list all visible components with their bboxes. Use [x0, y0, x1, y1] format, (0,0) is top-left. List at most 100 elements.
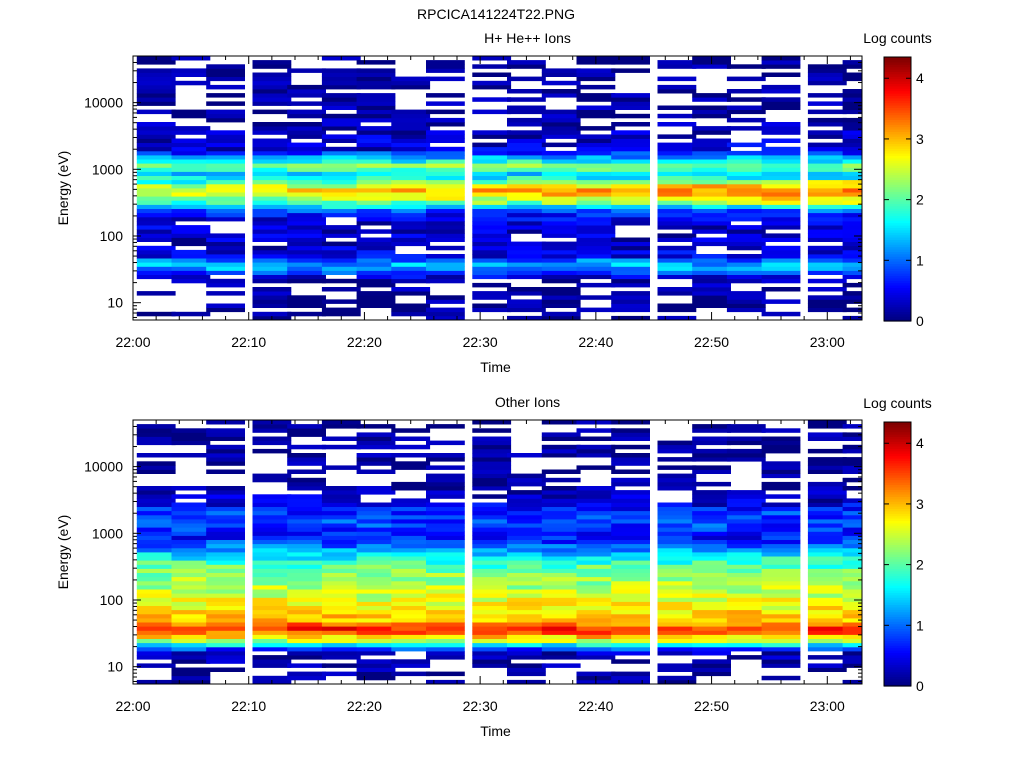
heatmap-cell: [287, 547, 326, 553]
heatmap-cell: [611, 531, 650, 536]
heatmap-cell: [842, 315, 862, 321]
colorbar-swatch: [884, 169, 911, 173]
heatmap-cell: [507, 490, 546, 495]
heatmap-cell: [321, 266, 361, 271]
colorbar-swatch: [884, 573, 911, 577]
heatmap-cell: [136, 179, 176, 185]
heatmap-cell: [321, 572, 361, 578]
heatmap-cell: [541, 593, 581, 598]
heatmap-cell: [136, 221, 176, 226]
heatmap-cell: [391, 589, 431, 594]
heatmap-cell: [576, 113, 616, 119]
heatmap-cell: [356, 105, 396, 110]
heatmap-cell: [426, 183, 465, 189]
heatmap-cell: [842, 618, 862, 623]
colorbar-swatch: [884, 458, 911, 461]
colorbar-swatch: [884, 578, 911, 581]
heatmap-cell: [507, 605, 546, 611]
heatmap-cell: [692, 597, 731, 602]
colorbar-swatch: [884, 318, 911, 322]
heatmap-cell: [321, 126, 361, 131]
heatmap-cell: [807, 481, 847, 487]
heatmap-cell: [426, 258, 465, 263]
heatmap-cell: [321, 593, 361, 598]
heatmap-cell: [321, 597, 361, 602]
heatmap-cell: [761, 138, 801, 143]
heatmap-cell: [807, 188, 847, 193]
heatmap-cell: [611, 444, 650, 450]
heatmap-cell: [842, 486, 862, 491]
heatmap-cell: [136, 254, 176, 259]
heatmap-cell: [807, 216, 847, 222]
heatmap-cell: [657, 465, 697, 470]
heatmap-cell: [761, 597, 801, 602]
heatmap-cell: [541, 258, 581, 263]
heatmap-cell: [171, 568, 211, 573]
heatmap-cell: [287, 498, 326, 503]
heatmap-cell: [761, 580, 801, 586]
heatmap-cell: [807, 457, 847, 462]
heatmap-cell: [472, 630, 512, 635]
heatmap-cell: [321, 254, 361, 259]
heatmap-cell: [692, 225, 731, 230]
heatmap-cell: [171, 527, 211, 532]
heatmap-cell: [657, 585, 697, 590]
heatmap-cell: [426, 60, 465, 65]
heatmap-cell: [426, 453, 465, 458]
colorbar-swatch: [884, 422, 911, 425]
colorbar-swatch: [884, 566, 911, 569]
heatmap-cell: [541, 274, 581, 280]
heatmap-cell: [842, 424, 862, 429]
heatmap-cell: [321, 233, 361, 238]
heatmap-cell: [426, 589, 465, 594]
heatmap-cell: [576, 241, 616, 247]
heatmap-cell: [391, 233, 431, 238]
heatmap-cells: [136, 56, 862, 321]
heatmap-cell: [611, 659, 650, 664]
heatmap-cell: [761, 613, 801, 619]
heatmap-cell: [541, 221, 581, 226]
heatmap-cell: [391, 130, 431, 135]
heatmap-cell: [807, 618, 847, 623]
heatmap-cell: [576, 613, 616, 619]
heatmap-cell: [807, 183, 847, 189]
heatmap-cell: [206, 84, 245, 90]
heatmap-cell: [356, 580, 396, 586]
heatmap-cell: [391, 585, 431, 590]
heatmap-cell: [611, 192, 650, 197]
heatmap-cell: [576, 295, 616, 300]
heatmap-cell: [507, 159, 546, 164]
colorbar-swatch: [884, 287, 911, 291]
heatmap-cell: [252, 543, 292, 549]
heatmap-cell: [287, 572, 326, 578]
colorbar-swatch: [884, 443, 911, 447]
heatmap-cell: [726, 229, 766, 234]
heatmap-cell: [507, 249, 546, 255]
heatmap-cell: [541, 580, 581, 586]
heatmap-cell: [287, 225, 326, 230]
heatmap-cell: [842, 134, 862, 139]
heatmap-cell: [252, 183, 292, 189]
heatmap-cell: [252, 552, 292, 557]
heatmap-cell: [252, 601, 292, 606]
heatmap-cell: [391, 117, 431, 123]
heatmap-cell: [576, 568, 616, 573]
heatmap-cell: [657, 651, 697, 656]
heatmap-cell: [507, 506, 546, 512]
heatmap-cell: [761, 556, 801, 561]
heatmap-cell: [321, 270, 361, 275]
heatmap-cell: [576, 535, 616, 540]
heatmap-cell: [807, 64, 847, 69]
heatmap-cell: [252, 225, 292, 230]
heatmap-cell: [611, 56, 650, 61]
heatmap-cell: [761, 568, 801, 573]
heatmap-cell: [611, 576, 650, 582]
heatmap-cell: [287, 188, 326, 193]
heatmap-cell: [321, 241, 361, 247]
heatmap-cell: [576, 560, 616, 565]
heatmap-cell: [692, 109, 731, 115]
heatmap-cell: [726, 196, 766, 201]
heatmap-cell: [206, 171, 245, 176]
